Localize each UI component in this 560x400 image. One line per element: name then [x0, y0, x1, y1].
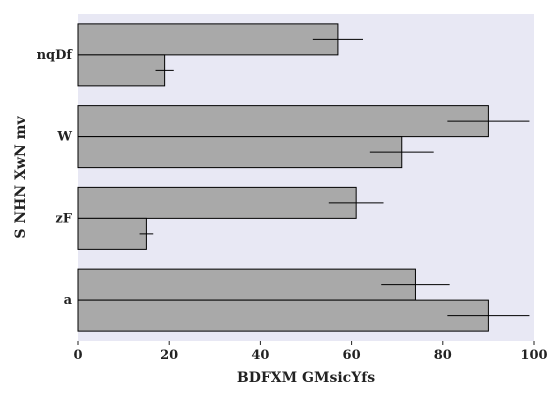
category-label-a: a: [64, 293, 73, 308]
category-label-W: W: [56, 130, 72, 145]
x-tick-label-80: 80: [434, 348, 452, 363]
x-tick-label-100: 100: [520, 348, 547, 363]
bar-zF-series1: [78, 187, 356, 218]
bar-a-series2: [78, 300, 488, 331]
bar-nqDf-series1: [78, 24, 338, 55]
bar-W-series2: [78, 137, 402, 168]
x-tick-label-60: 60: [343, 348, 361, 363]
bar-zF-series2: [78, 218, 146, 249]
x-axis-title: BDFXM GMsicYfs: [237, 370, 375, 386]
x-axis-ticks: 0 20 40 60 80 100: [73, 341, 547, 363]
category-label-nqDf: nqDf: [37, 48, 74, 63]
x-tick-label-0: 0: [73, 348, 82, 363]
bar-W-series1: [78, 106, 488, 137]
x-tick-label-20: 20: [160, 348, 178, 363]
category-label-zF: zF: [55, 211, 72, 226]
bar-a-series1: [78, 269, 415, 300]
bar-nqDf-series2: [78, 55, 165, 86]
y-axis-title: S NHN XwN mv: [13, 116, 29, 239]
x-tick-label-40: 40: [251, 348, 269, 363]
